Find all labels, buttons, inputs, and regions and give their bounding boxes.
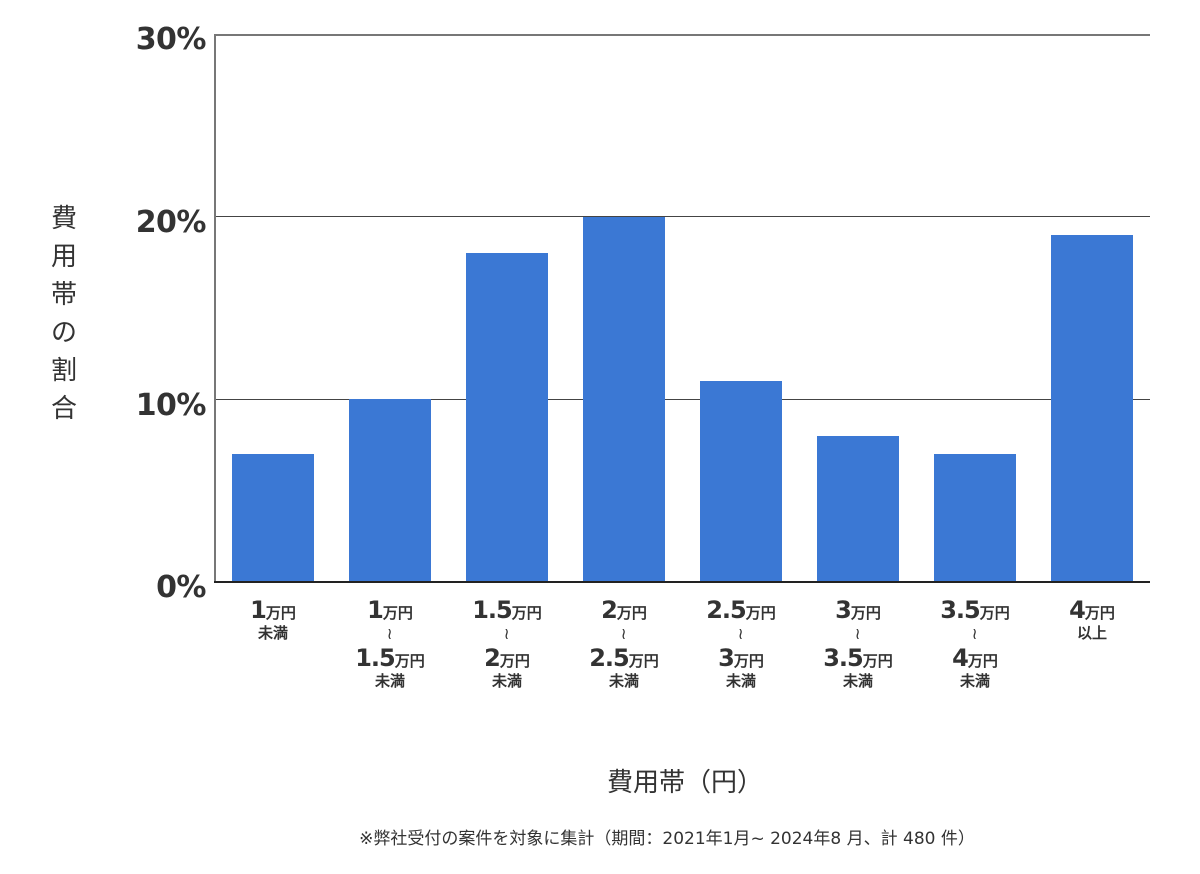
y-axis-title-char: 割	[50, 356, 77, 386]
x-label-part: 3	[718, 644, 735, 672]
y-axis-title: 費 用 帯 の 割 合	[44, 200, 84, 428]
x-label-part: 未満	[959, 672, 990, 690]
bar	[583, 216, 665, 582]
plot-area	[214, 34, 1150, 583]
x-label-part: 未満	[374, 672, 405, 690]
gridline-10	[214, 399, 1150, 400]
x-label-part: 万円	[382, 604, 413, 622]
y-tick-0: 0%	[156, 570, 206, 605]
tilde-icon: ~	[966, 627, 985, 641]
bar	[817, 435, 899, 582]
y-axis-title-char: 費	[50, 204, 77, 234]
x-label-part: 1	[367, 596, 384, 624]
y-tick-30: 30%	[135, 22, 207, 57]
x-label-part: 未満	[491, 672, 522, 690]
x-label-part: 1	[250, 596, 267, 624]
x-category-label: 1.5万円 ~2万円 未満	[447, 596, 567, 690]
tilde-icon: ~	[381, 627, 400, 641]
y-axis-line	[214, 34, 216, 582]
x-category-label: 4万円以上	[1032, 596, 1152, 642]
x-label-part: 万円	[394, 652, 425, 670]
bar	[232, 454, 314, 582]
x-label-part: 万円	[628, 652, 659, 670]
bar	[934, 454, 1016, 582]
tilde-icon: ~	[732, 627, 751, 641]
x-label-part: 万円	[733, 652, 764, 670]
bar	[466, 253, 548, 582]
x-axis-title: 費用帯（円）	[606, 768, 763, 798]
x-label-part: 未満	[842, 672, 873, 690]
x-label-part: 未満	[608, 672, 639, 690]
x-axis-line	[214, 581, 1150, 583]
gridline-30	[214, 34, 1150, 36]
x-label-part: 未満	[725, 672, 756, 690]
x-label-part: 1.5	[472, 596, 513, 624]
x-label-part: 3.5	[823, 644, 864, 672]
x-category-label: 3.5万円 ~4万円 未満	[915, 596, 1035, 690]
x-label-part: 4	[1069, 596, 1086, 624]
x-label-part: 万円	[850, 604, 881, 622]
x-label-part: 以上	[1076, 624, 1107, 642]
x-label-part: 2.5	[706, 596, 747, 624]
x-label-part: 万円	[967, 652, 998, 670]
x-label-part: 万円	[1084, 604, 1115, 622]
bar	[349, 399, 431, 582]
tilde-icon: ~	[849, 627, 868, 641]
y-tick-20: 20%	[135, 205, 207, 240]
x-label-part: 万円	[511, 604, 542, 622]
y-axis-title-char: の	[50, 318, 77, 348]
x-label-part: 万円	[616, 604, 647, 622]
y-axis-title-char: 合	[50, 394, 77, 424]
x-label-part: 万円	[862, 652, 893, 670]
x-category-label: 1万円 ~1.5万円 未満	[330, 596, 450, 690]
x-label-part: 4	[952, 644, 969, 672]
tilde-icon: ~	[498, 627, 517, 641]
x-label-part: 1.5	[355, 644, 396, 672]
y-tick-10: 10%	[135, 388, 207, 423]
x-label-part: 2	[484, 644, 501, 672]
x-label-part: 3	[835, 596, 852, 624]
footnote: ※弊社受付の案件を対象に集計（期間：2021年1月~ 2024年8 月、計 48…	[359, 829, 975, 849]
x-category-label: 2.5万円 ~3万円 未満	[681, 596, 801, 690]
x-label-part: 2.5	[589, 644, 630, 672]
x-label-part: 万円	[745, 604, 776, 622]
x-label-part: 未満	[257, 624, 288, 642]
bar	[700, 381, 782, 582]
x-category-label: 1万円未満	[213, 596, 333, 642]
y-axis-title-char: 用	[50, 242, 77, 272]
x-category-label: 2万円 ~2.5万円 未満	[564, 596, 684, 690]
x-label-part: 万円	[499, 652, 530, 670]
gridline-20	[214, 216, 1150, 217]
x-label-part: 3.5	[940, 596, 981, 624]
bar	[1051, 234, 1133, 582]
x-label-part: 2	[601, 596, 618, 624]
x-label-part: 万円	[979, 604, 1010, 622]
y-axis-title-char: 帯	[50, 280, 77, 310]
x-label-part: 万円	[265, 604, 296, 622]
tilde-icon: ~	[615, 627, 634, 641]
x-category-label: 3万円 ~3.5万円 未満	[798, 596, 918, 690]
